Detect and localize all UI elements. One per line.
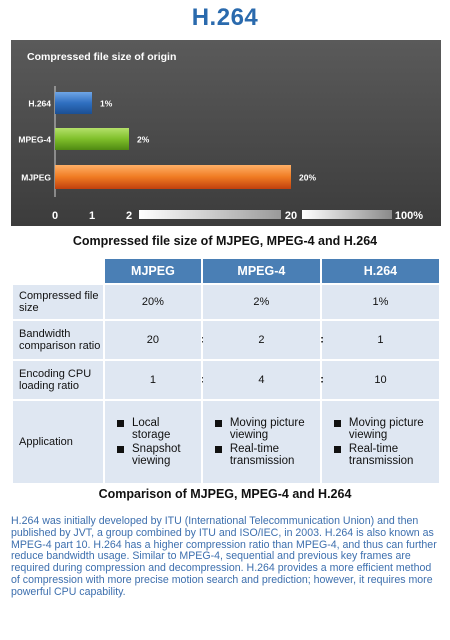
cell-value: 2%	[202, 285, 320, 319]
header-h264: H.264	[321, 259, 439, 283]
application-cell-mpeg4: Moving picture viewing Real-time transmi…	[202, 401, 320, 483]
tick-label: 100%	[395, 210, 423, 222]
list-item-text: Real-time transmission	[229, 443, 295, 467]
category-label: MPEG-4	[18, 135, 51, 145]
category-label: H.264	[28, 99, 51, 109]
tick-label: 2	[126, 210, 132, 222]
square-bullet-icon	[214, 446, 222, 453]
list-item: Real-time transmission	[333, 443, 439, 467]
data-label: 1%	[100, 99, 113, 109]
square-bullet-icon	[117, 446, 124, 453]
compression-chart: Compressed file size of origin H.264 1% MP…	[11, 40, 441, 226]
chart-svg: Compressed file size of origin H.264 1% MP…	[18, 51, 423, 222]
data-label: 2%	[137, 135, 150, 145]
tick-label: 20	[285, 210, 297, 222]
page-title: H.264	[191, 4, 259, 31]
cell-value: 10	[321, 361, 439, 399]
row-label-file-size: Compressed file size	[13, 285, 103, 319]
axis-fade-segment-1	[139, 210, 281, 219]
axis-fade-segment-2	[302, 210, 392, 219]
cell-value: 20	[146, 334, 160, 346]
table-row: Bandwidth comparison ratio 20: 2: 1	[13, 321, 439, 359]
comparison-table: MJPEG MPEG-4 H.264 Compressed file size …	[11, 257, 441, 485]
square-bullet-icon	[214, 420, 222, 427]
bar-mjpeg	[55, 165, 291, 189]
cell-value-wrap: 4:	[202, 361, 324, 399]
tick-label: 1	[89, 210, 95, 222]
square-bullet-icon	[333, 446, 341, 453]
row-label-bandwidth: Bandwidth comparison ratio	[13, 321, 103, 359]
data-label: 20%	[299, 173, 316, 183]
header-mjpeg: MJPEG	[105, 259, 201, 283]
list-item-text: Real-time transmission	[348, 443, 414, 467]
table-header-row: MJPEG MPEG-4 H.264	[13, 259, 439, 283]
table-row: Encoding CPU loading ratio 1: 4: 10	[13, 361, 439, 399]
row-label-application: Application	[13, 401, 103, 483]
tick-label: 0	[52, 210, 58, 222]
table-row: Application Local storage Snapshot viewi…	[13, 401, 439, 483]
chart-title: Compressed file size of origin	[27, 51, 176, 63]
cell-value: 1	[321, 321, 439, 359]
row-label-cpu-loading: Encoding CPU loading ratio	[13, 361, 103, 399]
list-item: Real-time transmission	[214, 443, 320, 467]
table-caption: Comparison of MJPEG, MPEG-4 and H.264	[98, 487, 352, 501]
list-item-text: Moving picture viewing	[348, 417, 424, 441]
bar-h264	[55, 92, 92, 114]
cell-value-wrap: 20:	[105, 321, 205, 359]
square-bullet-icon	[333, 420, 341, 427]
application-cell-h264: Moving picture viewing Real-time transmi…	[321, 401, 439, 483]
table-corner	[13, 259, 103, 283]
cell-value: 1%	[321, 285, 439, 319]
cell-value-wrap: 2:	[202, 321, 324, 359]
list-item: Local storage	[117, 417, 201, 441]
header-mpeg4: MPEG-4	[202, 259, 320, 283]
category-label: MJPEG	[21, 173, 51, 183]
bar-mpeg4	[55, 128, 129, 150]
chart-caption: Compressed file size of MJPEG, MPEG-4 an…	[72, 234, 378, 248]
list-item-text: Moving picture viewing	[229, 417, 305, 441]
application-cell-mjpeg: Local storage Snapshot viewing	[105, 401, 201, 483]
cell-value-wrap: 1:	[105, 361, 205, 399]
ratio-separator: :	[320, 373, 324, 386]
cell-value: 1	[149, 374, 156, 386]
table-row: Compressed file size 20% 2% 1%	[13, 285, 439, 319]
list-item: Moving picture viewing	[214, 417, 320, 441]
cell-value: 4	[258, 374, 265, 386]
cell-value: 20%	[105, 285, 201, 319]
cell-value: 2	[258, 334, 265, 346]
ratio-separator: :	[320, 333, 324, 346]
list-item: Snapshot viewing	[117, 443, 201, 467]
list-item-text: Local storage	[132, 417, 171, 441]
list-item-text: Snapshot viewing	[132, 443, 181, 467]
description-paragraph: H.264 was initially developed by ITU (In…	[11, 515, 437, 598]
list-item: Moving picture viewing	[333, 417, 439, 441]
square-bullet-icon	[117, 420, 124, 427]
